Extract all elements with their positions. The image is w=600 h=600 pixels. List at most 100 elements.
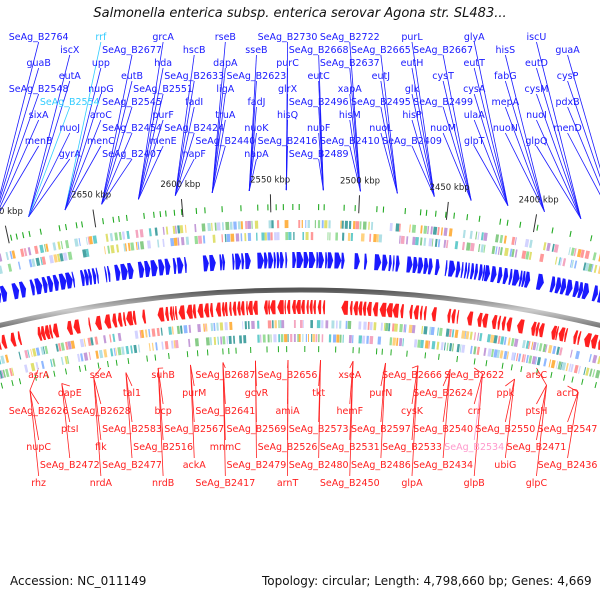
- cog-segment: [41, 256, 47, 265]
- leader-line: [380, 80, 398, 194]
- cog-segment: [573, 364, 579, 374]
- cog-segment: [278, 334, 281, 343]
- cog-segment: [264, 232, 267, 241]
- cog-segment: [146, 240, 152, 249]
- leader-line: [536, 384, 547, 405]
- cog-segment: [155, 342, 158, 351]
- cog-segment: [44, 345, 49, 355]
- forward-gene-arrow: [591, 285, 598, 302]
- gene-label: pdxB: [555, 97, 579, 108]
- reverse-gene-arrow: [400, 304, 405, 319]
- cog-segment: [298, 334, 301, 343]
- forward-gene-arrow: [395, 255, 400, 272]
- leader-line: [101, 106, 133, 205]
- forward-gene-arrow: [273, 252, 277, 269]
- cog-segment: [179, 325, 183, 334]
- cog-segment: [584, 262, 590, 272]
- cog-segment: [449, 343, 453, 352]
- reverse-gene-arrow: [169, 306, 174, 321]
- forward-gene-arrow: [325, 252, 328, 269]
- cog-segment: [398, 235, 401, 244]
- cog-segment: [532, 341, 537, 351]
- cog-segment: [281, 320, 285, 329]
- cog-segment: [32, 348, 37, 357]
- cog-segment: [593, 264, 598, 274]
- cog-segment: [434, 238, 438, 247]
- gene-label: amiA: [275, 406, 300, 417]
- gene-label: fabG: [494, 71, 517, 82]
- reverse-gene-arrow: [286, 300, 291, 315]
- cog-segment: [237, 221, 241, 230]
- reverse-gene-arrow: [10, 332, 17, 347]
- cog-segment: [267, 320, 272, 329]
- forward-gene-arrow: [276, 252, 280, 269]
- cog-segment: [18, 351, 22, 360]
- cog-segment: [476, 332, 480, 341]
- gene-label: SeAg_B2687: [195, 370, 255, 381]
- gene-label: ackA: [183, 460, 207, 471]
- gene-label: purF: [152, 110, 173, 121]
- cog-segment: [524, 238, 530, 248]
- cog-segment: [592, 369, 596, 378]
- cog-segment: [559, 347, 563, 356]
- reverse-gene-arrow: [517, 319, 525, 334]
- gene-label: truA: [215, 110, 236, 121]
- cog-segment: [317, 220, 321, 229]
- cog-segment: [290, 334, 293, 343]
- cog-segment: [499, 247, 503, 256]
- gene-label: SeAg_B2533: [382, 442, 442, 453]
- cog-segment: [389, 337, 393, 346]
- cog-segment: [328, 220, 331, 229]
- cog-segment: [254, 220, 259, 229]
- forward-gene-arrow: [257, 252, 264, 269]
- cog-segment: [376, 234, 379, 243]
- gene-label: iscU: [527, 32, 547, 43]
- cog-segment: [430, 326, 435, 336]
- gene-label: gyrA: [59, 149, 82, 160]
- reverse-gene-arrow: [349, 301, 353, 316]
- gene-label: upp: [92, 58, 110, 69]
- rna-marker: [206, 349, 209, 356]
- leader-line: [93, 377, 102, 477]
- reverse-gene-arrow: [240, 301, 245, 316]
- gene-label: glpB: [464, 478, 485, 489]
- cog-segment: [493, 335, 498, 344]
- forward-gene-arrow: [279, 252, 284, 269]
- leader-line: [536, 119, 582, 219]
- rna-marker: [499, 218, 502, 225]
- gene-label: menC: [87, 136, 115, 147]
- cog-segment: [17, 261, 21, 270]
- cog-segment: [144, 329, 148, 338]
- rna-marker: [478, 215, 481, 222]
- leader-line: [101, 80, 133, 205]
- cog-segment: [420, 225, 423, 234]
- reverse-gene-arrow: [229, 301, 232, 316]
- cog-segment: [310, 320, 314, 329]
- rna-marker: [277, 346, 279, 353]
- cog-segment: [274, 232, 277, 241]
- forward-gene-arrow: [354, 253, 360, 270]
- gene-label: purN: [369, 388, 392, 399]
- cog-segment: [247, 220, 252, 230]
- rna-marker: [165, 210, 167, 217]
- cog-segment: [288, 232, 292, 241]
- gene-label: glk: [405, 84, 420, 95]
- cog-segment: [331, 320, 335, 329]
- cog-segment: [179, 225, 184, 234]
- leader-line: [473, 373, 483, 405]
- cog-segment: [240, 221, 244, 230]
- reverse-gene-arrow: [284, 300, 286, 315]
- forward-gene-arrow: [581, 282, 590, 300]
- backbone-arc: [0, 287, 600, 329]
- cog-segment: [388, 323, 391, 332]
- cog-segment: [219, 322, 224, 331]
- cog-segment: [391, 323, 395, 332]
- leader-line: [137, 93, 164, 200]
- cog-segment: [4, 354, 10, 363]
- leader-line: [93, 377, 102, 441]
- rna-marker: [536, 224, 539, 231]
- rna-marker: [257, 204, 259, 211]
- leader-line: [567, 54, 600, 169]
- gene-label: xapA: [338, 84, 362, 95]
- reverse-gene-arrow: [313, 300, 316, 315]
